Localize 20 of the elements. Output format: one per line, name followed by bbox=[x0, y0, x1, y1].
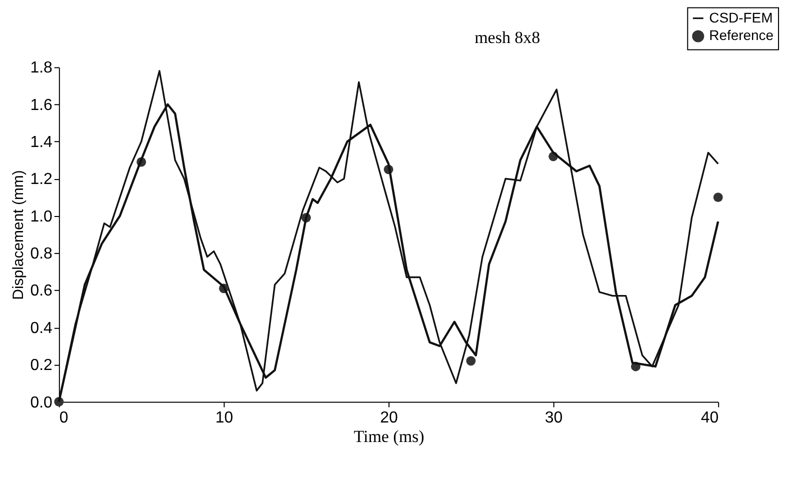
x-axis-title: Time (ms) bbox=[354, 427, 424, 446]
y-tick-label: 0.6 bbox=[30, 282, 53, 300]
y-tick-label: 0.2 bbox=[30, 357, 53, 374]
x-tick-label: 20 bbox=[380, 409, 398, 426]
y-tick-label: 1.2 bbox=[30, 171, 53, 188]
y-tick-label: 1.8 bbox=[30, 60, 53, 77]
x-tick-label: 40 bbox=[700, 409, 719, 426]
y-tick-label: 0.8 bbox=[30, 246, 53, 263]
legend-label: Reference bbox=[709, 27, 774, 44]
y-tick-label: 1.0 bbox=[30, 208, 53, 226]
x-tick-label: 30 bbox=[544, 409, 563, 426]
text: mesh 8x8 bbox=[474, 28, 540, 48]
x-tick-label: 10 bbox=[215, 409, 234, 426]
y-axis-title: Displacement (mm) bbox=[10, 170, 28, 300]
y-tick-label: 0.4 bbox=[30, 320, 53, 337]
y-tick-label: 1.4 bbox=[30, 134, 53, 152]
x-tick-label: 0 bbox=[59, 409, 68, 426]
legend-label: CSD-FEM bbox=[709, 9, 773, 26]
y-tick-label: 1.6 bbox=[30, 96, 53, 114]
y-tick-label: 0.0 bbox=[30, 394, 53, 412]
